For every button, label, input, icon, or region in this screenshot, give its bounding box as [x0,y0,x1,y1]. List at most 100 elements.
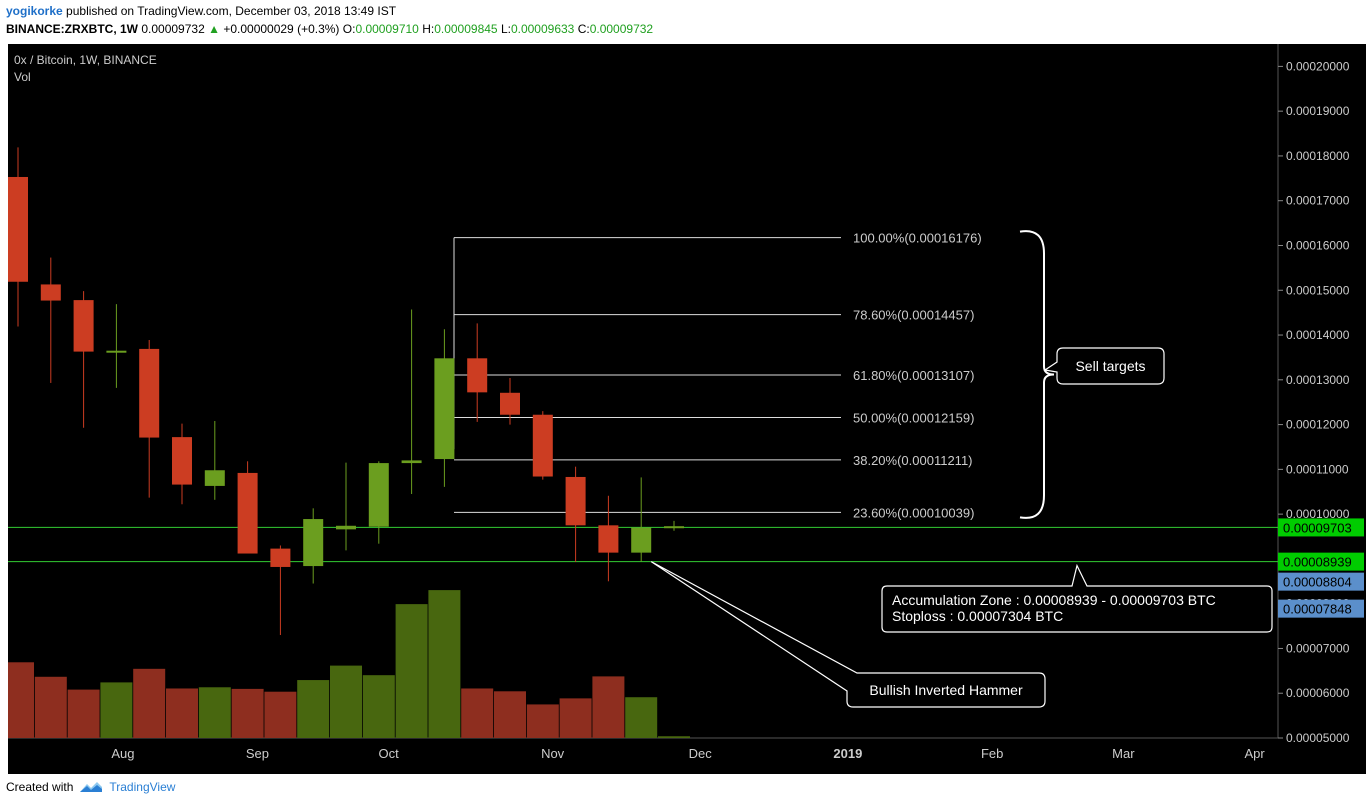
sell-targets-brace [1019,230,1055,519]
volume-bar [100,682,133,738]
volume-label: Vol [14,70,31,84]
fib-level-label: 38.20%(0.00011211) [853,453,973,468]
price-tag-label: 0.00009703 [1283,520,1352,535]
time-axis-label: Dec [689,746,713,761]
volume-bar [625,697,658,738]
up-arrow-icon: ▲ [208,22,220,36]
candle-body [598,525,619,553]
price-tick-label: 0.00011000 [1286,462,1349,476]
price-tag [1278,599,1364,618]
hammer-callout [650,561,1046,708]
volume-bar [362,675,395,738]
price-tick-label: 0.00006000 [1286,686,1350,700]
accumulation-callout [881,563,1273,633]
sell-targets-label: Sell targets [1075,358,1145,374]
author-link[interactable]: yogikorke [6,4,63,18]
low-label: L: [500,22,511,36]
tradingview-link[interactable]: TradingView [109,780,176,794]
chart-panel[interactable]: 0.00020000 0.00019000 0.00018000 0.00017000… [8,44,1366,774]
symbol-info: BINANCE:ZRXBTC, 1W 0.00009732 ▲ +0.00000… [6,22,653,36]
time-axis-label: Nov [541,746,565,761]
volume-bar [526,704,559,738]
low-value: 0.00009633 [510,22,575,36]
candle-body [434,358,455,460]
time-axis-label: Apr [1244,746,1265,761]
volume-bar [395,604,428,738]
volume-bar [330,665,362,738]
candle-body [303,519,324,567]
price-tick-label: 0.00015000 [1286,283,1350,297]
symbol-label: BINANCE:ZRXBTC, 1W [6,22,138,36]
fib-level-label: 50.00%(0.00012159) [853,410,974,425]
candle-body [106,350,127,353]
sell-targets-callout [1043,347,1165,385]
price-change: +0.00000029 (+0.3%) [223,22,340,36]
price-tick-label: 0.00014000 [1286,328,1350,342]
high-label: H: [422,22,435,36]
candle-body [8,176,28,282]
last-price: 0.00009732 [141,22,205,36]
price-tick-label: 0.00013000 [1286,373,1350,387]
candle-body [73,300,94,352]
price-tick-label: 0.00018000 [1286,149,1350,163]
hammer-label: Bullish Inverted Hammer [869,682,1023,698]
publish-info: yogikorke published on TradingView.com, … [6,4,396,18]
volume-bar [8,662,34,738]
candle-body [336,525,356,530]
volume-bar [34,676,67,738]
price-tag-label: 0.00008804 [1283,575,1352,590]
volume-bar [264,691,297,738]
candle-body [40,284,61,301]
price-chart[interactable]: 0.00020000 0.00019000 0.00018000 0.00017000… [8,44,1366,774]
candle-body [204,470,225,486]
volume-bar [559,698,592,738]
candle-body [172,437,192,485]
volume-bar [592,676,625,738]
fib-level-label: 61.80%(0.00013107) [853,368,974,383]
time-axis-label: Sep [246,746,269,761]
price-tag [1278,552,1364,571]
accumulation-zone-label: Accumulation Zone : 0.00008939 - 0.00009… [892,592,1216,608]
price-tick-label: 0.00016000 [1286,238,1350,252]
time-axis-label: Aug [111,746,134,761]
fib-level-label: 23.60%(0.00010039) [853,505,974,520]
candle-body [237,472,258,554]
open-value: 0.00009710 [355,22,419,36]
price-tick-label: 0.00017000 [1286,194,1350,208]
price-tick-label: 0.00010000 [1286,507,1350,521]
close-label: C: [577,22,590,36]
volume-bar [658,736,690,738]
volume-bar [297,680,330,738]
price-tag-label: 0.00008939 [1283,555,1352,570]
close-value: 0.00009732 [589,22,654,36]
candle-body [401,460,422,464]
volume-bar [494,691,526,738]
stoploss-label: Stoploss : 0.00007304 BTC [892,608,1063,624]
time-axis-label: Mar [1112,746,1135,761]
volume-bar [461,688,494,738]
time-axis-label: Oct [379,746,400,761]
fib-level-label: 100.00%(0.00016176) [853,231,982,246]
tradingview-logo-icon [80,782,103,792]
high-value: 0.00009845 [434,22,498,36]
publish-text: published on TradingView.com, December 0… [66,4,397,18]
volume-bar [231,688,264,738]
candle-body [270,548,291,567]
time-axis-label: 2019 [833,746,862,761]
candle-body [467,358,488,393]
footer: Created with TradingView [6,780,175,794]
candle-body [664,526,684,529]
candle-body [631,527,652,553]
volume-bar [428,590,461,738]
candle-body [368,463,389,527]
volume-bar [166,688,198,738]
price-tag [1278,572,1364,591]
candle-body [565,476,586,526]
fib-level-label: 78.60%(0.00014457) [853,308,974,323]
chart-title: 0x / Bitcoin, 1W, BINANCE [14,53,157,67]
price-tick-label: 0.00012000 [1286,418,1350,432]
candle-body [532,414,553,477]
time-axis-label: Feb [981,746,1003,761]
price-tick-label: 0.00020000 [1286,59,1350,73]
candle-body [139,348,160,438]
